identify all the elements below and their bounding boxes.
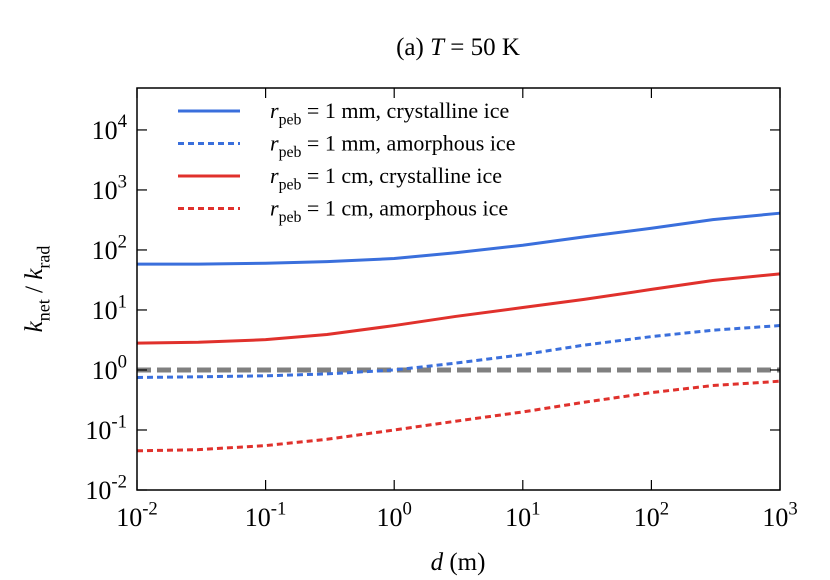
y-tick-label: 103 xyxy=(92,171,127,205)
series-line xyxy=(137,211,781,266)
chart-title: (a) T = 50 K xyxy=(396,34,520,61)
series-line xyxy=(136,379,781,453)
y-tick-label: 10-2 xyxy=(85,471,127,505)
x-tick-label: 101 xyxy=(505,498,540,532)
x-tick-label: 100 xyxy=(377,498,412,532)
x-tick-label: 102 xyxy=(634,498,669,532)
legend-label: rpeb = 1 mm, crystalline ice xyxy=(270,98,509,129)
series-line xyxy=(136,272,781,345)
legend-label: rpeb = 1 mm, amorphous ice xyxy=(270,131,515,162)
y-axis-label: knet / krad xyxy=(21,246,54,333)
y-tick-label: 100 xyxy=(92,351,127,385)
x-axis-label: d (m) xyxy=(431,549,486,576)
legend-label: rpeb = 1 cm, amorphous ice xyxy=(270,196,508,227)
plot-frame xyxy=(136,87,781,491)
x-tick-label: 10-2 xyxy=(116,498,158,532)
x-tick-label: 10-1 xyxy=(245,498,287,532)
y-tick-label: 104 xyxy=(92,111,128,145)
legend-label: rpeb = 1 cm, crystalline ice xyxy=(270,163,502,194)
y-tick-label: 102 xyxy=(92,231,127,265)
y-tick-label: 101 xyxy=(92,291,127,325)
y-tick-label: 10-1 xyxy=(85,411,127,445)
x-tick-label: 103 xyxy=(762,498,797,532)
